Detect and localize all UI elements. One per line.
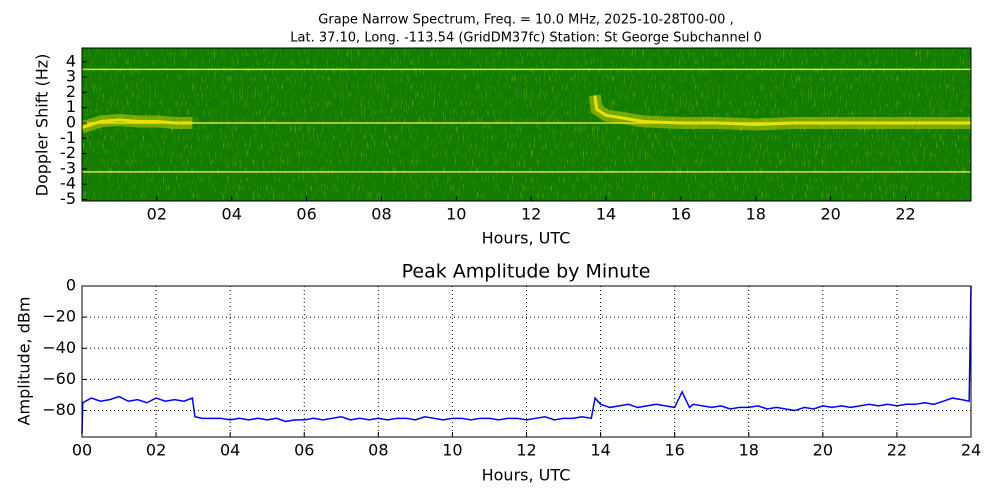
x-tick-label: 18 [746,205,766,224]
y-tick-label: -1 [60,128,76,147]
y-tick-label: −20 [42,307,76,326]
spectrogram-noise [82,48,971,201]
plot-area [82,68,971,173]
x-tick-label: 02 [146,441,166,460]
plot-frame [81,47,972,202]
x-tick-label: 06 [294,441,314,460]
y-axis-label: Doppler Shift (Hz) [33,54,52,197]
x-tick-label: 16 [664,441,684,460]
y-tick-label: −40 [42,338,76,357]
x-tick-label: 24 [961,441,981,460]
line [81,285,972,434]
x-axis-label: Hours, UTC [482,229,571,248]
x-tick-label: 22 [887,441,907,460]
x-axis-label: Hours, UTC [482,466,571,485]
x-tick-label: 12 [516,441,536,460]
y-tick-label: -4 [60,174,76,193]
x-tick-label: 04 [222,205,242,224]
x-tick-label: 06 [296,205,316,224]
chart-title: Grape Narrow Spectrum, Freq. = 10.0 MHz,… [318,13,733,28]
chart-subtitle: Lat. 37.10, Long. -113.54 (GridDM37fc) S… [290,31,761,46]
doppler-trace [82,95,971,129]
y-tick-label: 4 [66,51,76,70]
x-tick-label: 18 [739,441,759,460]
plot-frame [81,285,972,438]
x-tick-label: 10 [442,441,462,460]
y-tick-label: -5 [60,189,76,208]
chart-title: Peak Amplitude by Minute [402,261,651,283]
y-axis-label: Amplitude, dBm [15,297,34,426]
x-tick-label: 20 [820,205,840,224]
x-tick-label: 20 [813,441,833,460]
x-tick-label: 14 [596,205,616,224]
x-tick-label: 22 [895,205,915,224]
y-tick-label: 0 [66,112,76,131]
x-tick-label: 14 [590,441,610,460]
x-tick-label: 08 [371,205,391,224]
y-tick-label: -3 [60,158,76,177]
x-tick-label: 08 [368,441,388,460]
x-tick-label: 00 [72,441,92,460]
y-tick-label: 0 [66,276,76,295]
x-tick-label: 12 [521,205,541,224]
y-tick-label: −80 [42,400,76,419]
x-tick-label: 10 [446,205,466,224]
y-tick-label: 2 [66,82,76,101]
x-tick-label: 04 [220,441,240,460]
x-tick-label: 02 [147,205,167,224]
y-tick-label: -2 [60,143,76,162]
y-tick-label: 1 [66,97,76,116]
y-tick-label: 3 [66,67,76,86]
x-tick-label: 16 [671,205,691,224]
y-tick-label: −60 [42,369,76,388]
